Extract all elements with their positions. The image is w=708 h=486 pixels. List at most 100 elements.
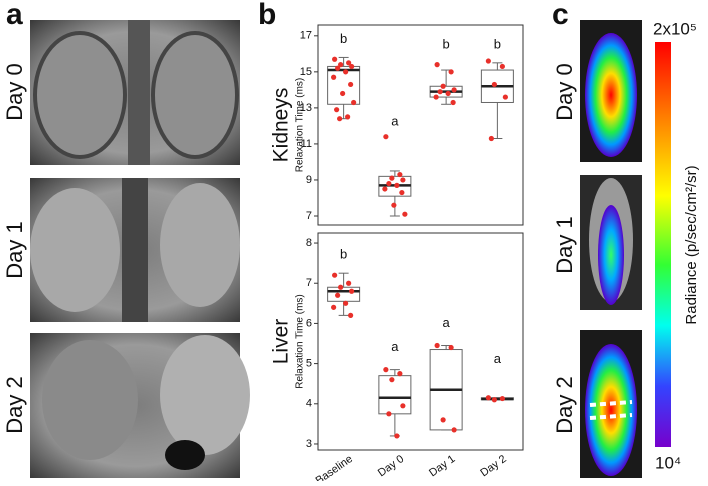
day-label: Day 0 (2, 63, 27, 120)
y-tick-label: 11 (301, 138, 312, 150)
significance-letter: a (494, 351, 502, 366)
kidney (30, 188, 120, 312)
y-tick-label: 4 (306, 398, 312, 410)
significance-letter: b (340, 247, 347, 262)
kidney (160, 335, 250, 455)
significance-letter: b (443, 36, 450, 51)
data-point (394, 182, 400, 188)
data-point (386, 411, 392, 417)
y-tick-label: 13 (300, 102, 312, 114)
data-point (331, 74, 337, 80)
chart-title: Kidneys (270, 88, 293, 163)
significance-letter: b (340, 31, 347, 46)
dashed-line (589, 400, 633, 420)
data-point (389, 377, 395, 383)
data-point (332, 56, 338, 62)
signal (598, 205, 624, 305)
significance-letter: b (494, 36, 501, 51)
day-label: Day 0 (552, 63, 577, 120)
data-point (334, 107, 340, 113)
box (327, 286, 361, 302)
data-point (383, 134, 389, 140)
y-tick-label: 17 (300, 30, 312, 42)
y-axis-label: Relaxation Time (ms) (295, 78, 306, 172)
y-tick-label: 3 (306, 438, 312, 450)
data-point (491, 397, 497, 403)
panel-label: a (6, 0, 23, 31)
data-point (335, 65, 341, 71)
data-point (348, 81, 354, 88)
x-tick-label: Baseline (314, 453, 355, 481)
kidney (160, 183, 240, 307)
data-point (445, 90, 451, 97)
data-point (450, 99, 456, 106)
data-point (402, 211, 408, 217)
day-label: Day 1 (552, 216, 577, 273)
data-point (346, 280, 352, 286)
data-point (434, 62, 440, 68)
plot-frame (317, 232, 524, 451)
data-point (400, 403, 406, 409)
data-point (386, 180, 392, 187)
day-label: Day 1 (2, 221, 27, 278)
data-point (451, 87, 457, 93)
y-tick-label: 6 (306, 317, 312, 329)
data-point (391, 202, 397, 208)
data-point (332, 272, 338, 278)
data-point (343, 300, 349, 306)
significance-letter: a (391, 114, 399, 129)
data-point (400, 177, 406, 183)
spine (128, 20, 150, 165)
bli-images (580, 20, 642, 478)
signal (585, 33, 637, 157)
data-point (348, 312, 354, 318)
data-point (343, 69, 349, 75)
data-point (383, 367, 389, 373)
data-point (397, 171, 403, 178)
data-point (502, 94, 508, 100)
box-plots: Kidneys Relaxation Time (ms) 7 9 11 13 15 17 b a b… (270, 24, 524, 486)
data-point (382, 186, 388, 192)
data-point (331, 304, 337, 310)
data-point (399, 189, 405, 196)
data-point (338, 62, 344, 68)
data-point (340, 90, 346, 97)
data-point (346, 60, 352, 66)
y-tick-label: 15 (300, 66, 312, 78)
significance-letter: a (391, 339, 399, 354)
data-point (389, 175, 395, 181)
x-tick-label: Day 0 (376, 453, 406, 479)
data-point (451, 427, 457, 433)
colorbar-label: Radiance (p/sec/cm²/sr) (683, 165, 700, 324)
mri-images (30, 20, 250, 478)
data-point (499, 395, 505, 402)
kidney (151, 31, 239, 159)
colorbar-min: 10⁴ (655, 453, 681, 472)
panel-label: b (258, 0, 276, 31)
x-tick-label: Day 2 (478, 453, 508, 479)
y-tick-label: 8 (306, 237, 312, 249)
data-point (349, 63, 355, 70)
chart-title: Liver (270, 319, 293, 365)
y-tick-label: 7 (306, 210, 312, 222)
data-point (351, 99, 357, 106)
data-point (440, 417, 446, 423)
y-tick-label: 7 (306, 277, 312, 289)
day-label: Day 2 (552, 376, 577, 433)
y-tick-label: 9 (306, 174, 312, 186)
data-point (345, 114, 351, 120)
data-point (440, 83, 446, 89)
data-point (488, 135, 494, 142)
data-point (448, 344, 454, 351)
data-point (437, 89, 443, 95)
data-point (485, 58, 491, 64)
signal (585, 344, 637, 476)
data-point (397, 371, 403, 377)
data-point (433, 94, 439, 100)
day-label: Day 2 (2, 376, 27, 433)
data-point (499, 63, 505, 70)
data-point (448, 69, 454, 75)
colorbar-max: 2x10⁵ (653, 19, 697, 38)
kidney (33, 31, 127, 159)
data-point (335, 292, 341, 298)
